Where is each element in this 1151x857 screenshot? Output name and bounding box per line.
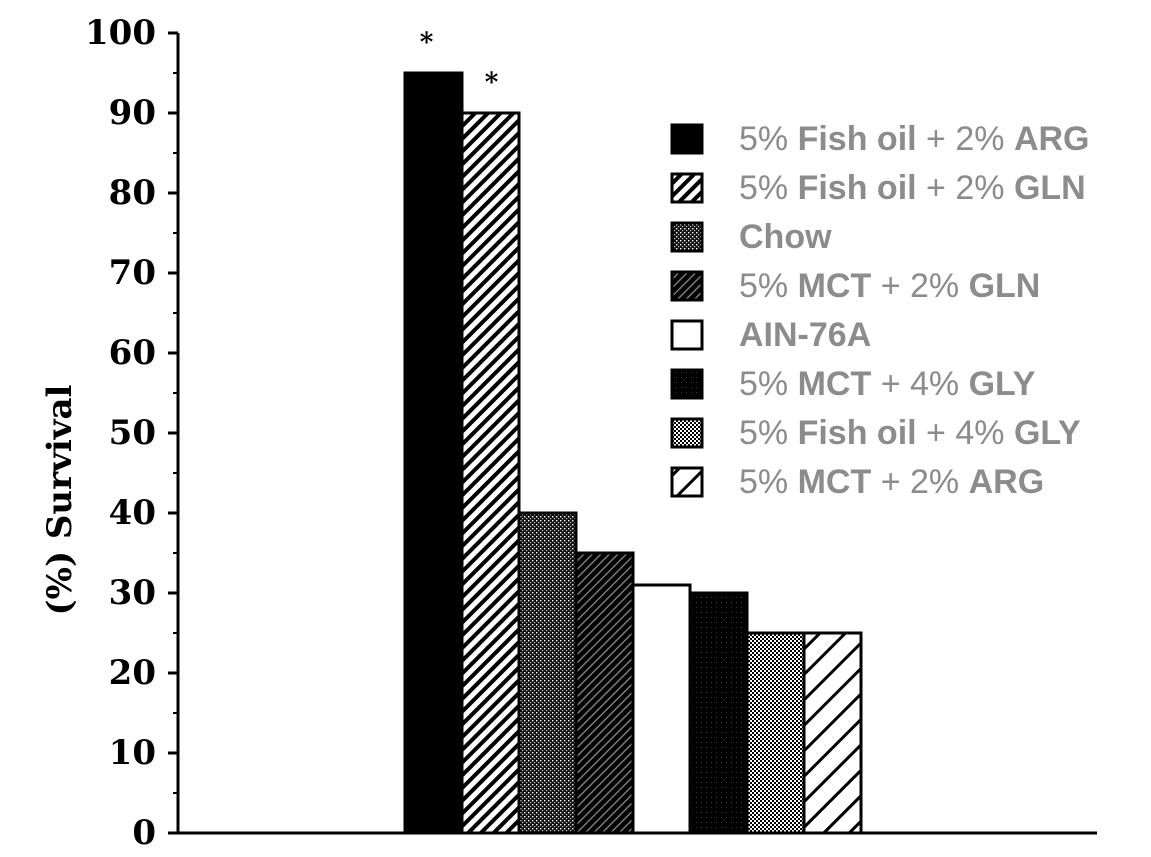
bar	[688, 591, 749, 835]
bar	[745, 631, 806, 835]
legend-label: 5% MCT + 2% ARG	[739, 463, 1044, 501]
bar	[517, 511, 578, 835]
legend-item: 5% MCT + 2% GLN	[670, 267, 1040, 305]
legend-label: 5% Fish oil + 2% ARG	[739, 120, 1090, 158]
legend-swatch	[670, 417, 704, 449]
legend-swatch	[670, 319, 704, 351]
legend-swatch	[670, 123, 704, 155]
y-axis-label: (%) Survival	[40, 384, 80, 615]
legend-swatch	[670, 172, 704, 204]
significance-marker: *	[420, 28, 434, 58]
legend-label: AIN-76A	[739, 316, 871, 354]
legend-label: 5% Fish oil + 2% GLN	[739, 169, 1086, 207]
legend-label: 5% MCT + 4% GLY	[739, 365, 1036, 403]
bars-group: **	[403, 28, 863, 835]
legend-item: 5% MCT + 4% GLY	[670, 365, 1036, 403]
legend: 5% Fish oil + 2% ARG 5% Fish oil + 2% GLN…	[670, 120, 1090, 501]
y-tick-label: 70	[109, 253, 156, 293]
legend-item: 5% Fish oil + 2% GLN	[670, 169, 1086, 207]
bar	[403, 71, 464, 835]
legend-item: 5% Fish oil + 2% ARG	[670, 120, 1090, 158]
legend-label: 5% MCT + 2% GLN	[739, 267, 1040, 305]
legend-item: Chow	[670, 218, 832, 256]
legend-swatch	[670, 270, 704, 302]
bar	[574, 551, 635, 835]
legend-swatch	[670, 221, 704, 253]
y-tick-label: 50	[109, 413, 156, 453]
y-tick-label: 30	[109, 573, 156, 613]
bar	[460, 111, 521, 835]
legend-item: 5% Fish oil + 4% GLY	[670, 414, 1081, 452]
legend-label: Chow	[739, 218, 832, 256]
legend-swatch	[670, 466, 704, 498]
y-tick-label: 20	[109, 653, 156, 693]
y-axis: 0 10 20 30 40 50 60 70 80 90 100	[85, 13, 180, 853]
y-tick-label: 40	[109, 493, 156, 533]
bar	[631, 583, 692, 835]
legend-item: AIN-76A	[670, 316, 871, 354]
legend-item: 5% MCT + 2% ARG	[670, 463, 1044, 501]
y-tick-label: 0	[132, 813, 156, 853]
significance-marker: *	[485, 68, 499, 98]
legend-label: 5% Fish oil + 4% GLY	[739, 414, 1081, 452]
y-tick-label: 60	[109, 333, 156, 373]
y-tick-label: 100	[85, 13, 156, 53]
y-tick-label: 90	[109, 93, 156, 133]
y-tick-label: 10	[109, 733, 156, 773]
y-tick-label: 80	[109, 173, 156, 213]
bar	[802, 631, 863, 835]
legend-swatch	[670, 368, 704, 400]
